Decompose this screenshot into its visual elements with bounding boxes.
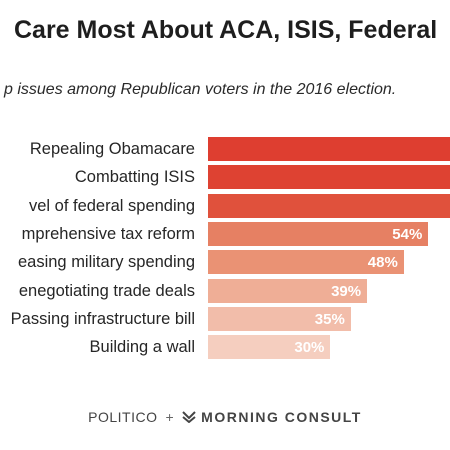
bar-row: Combatting ISIS: [0, 163, 450, 191]
morning-consult-icon: [182, 411, 196, 423]
bar-chart: Repealing Obamacare Combatting ISIS vel of…: [0, 135, 450, 375]
value-label: 54%: [392, 225, 423, 243]
bar-row: easing military spending 48%: [0, 248, 450, 276]
category-label: Building a wall: [89, 338, 195, 357]
category-label: Passing infrastructure bill: [10, 309, 195, 328]
value-label: 30%: [294, 339, 325, 357]
bar: 54%: [208, 221, 429, 246]
category-label: Combatting ISIS: [74, 168, 195, 187]
category-label: enegotiating trade deals: [18, 281, 195, 300]
value-label: 39%: [331, 282, 362, 300]
bar: 48%: [208, 250, 404, 275]
bar: 39%: [208, 278, 368, 303]
category-label: mprehensive tax reform: [21, 224, 195, 243]
bar-row: vel of federal spending: [0, 192, 450, 220]
morning-consult-logo: MORNING CONSULT: [201, 409, 362, 425]
category-label: easing military spending: [17, 253, 195, 272]
chart-subtitle: p issues among Republican voters in the …: [4, 81, 397, 98]
bar: 30%: [208, 335, 331, 360]
bar: [208, 165, 450, 190]
value-label: 35%: [314, 310, 345, 328]
bar-row: Passing infrastructure bill 35%: [0, 305, 450, 333]
bar-row: Repealing Obamacare: [0, 135, 450, 163]
bar: [208, 137, 450, 161]
footer: POLITICO + MORNING CONSULT: [0, 405, 450, 429]
bar: 35%: [208, 306, 351, 331]
category-label: Repealing Obamacare: [29, 140, 195, 158]
category-label: vel of federal spending: [28, 196, 195, 215]
footer-separator: +: [165, 409, 175, 425]
bar-row: enegotiating trade deals 39%: [0, 277, 450, 305]
chart-title: Care Most About ACA, ISIS, Federal: [14, 16, 438, 44]
value-label: 48%: [367, 254, 398, 272]
politico-logo: POLITICO: [88, 409, 158, 425]
bar-row: mprehensive tax reform 54%: [0, 220, 450, 248]
bar-row: Building a wall 30%: [0, 333, 450, 361]
bar: [208, 193, 450, 218]
